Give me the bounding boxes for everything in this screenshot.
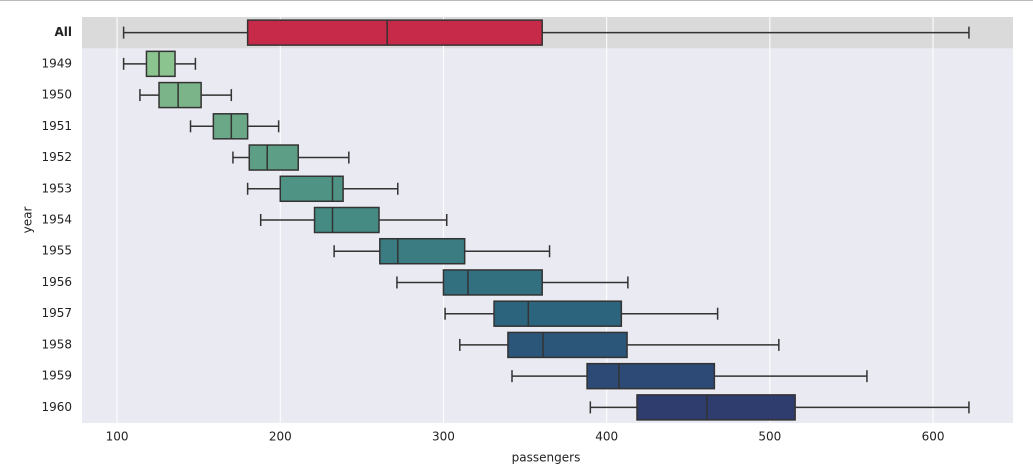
y-tick-label: 1951 bbox=[41, 119, 72, 133]
plot-background bbox=[82, 17, 1013, 423]
box bbox=[212, 113, 249, 140]
x-tick-label: 400 bbox=[595, 430, 618, 444]
box bbox=[145, 50, 176, 78]
y-tick-label: 1958 bbox=[41, 337, 72, 351]
box bbox=[636, 394, 796, 421]
y-tick-label: 1954 bbox=[41, 213, 72, 227]
box bbox=[248, 144, 299, 171]
box bbox=[279, 175, 344, 203]
y-tick-label: 1949 bbox=[41, 56, 72, 70]
y-tick-label: 1950 bbox=[41, 88, 72, 102]
x-tick-label: 300 bbox=[432, 430, 455, 444]
y-axis-label: year bbox=[21, 207, 35, 234]
y-tick-label: 1956 bbox=[41, 275, 72, 289]
x-tick-label: 500 bbox=[758, 430, 781, 444]
x-axis-label: passengers bbox=[512, 451, 581, 465]
box bbox=[246, 19, 543, 46]
y-tick-label: 1955 bbox=[41, 244, 72, 258]
y-tick-label: 1957 bbox=[41, 306, 72, 320]
y-tick-label: 1959 bbox=[41, 369, 72, 383]
box bbox=[379, 237, 466, 265]
x-tick-label: 600 bbox=[922, 430, 945, 444]
y-tick-label: All bbox=[54, 25, 72, 39]
box bbox=[493, 300, 623, 327]
y-tick-label: 1952 bbox=[41, 150, 72, 164]
x-tick-label: 100 bbox=[106, 430, 129, 444]
y-tick-label: 1953 bbox=[41, 181, 72, 195]
box bbox=[158, 81, 202, 109]
box bbox=[442, 269, 543, 296]
x-tick-label: 200 bbox=[269, 430, 292, 444]
y-tick-label: 1960 bbox=[41, 400, 72, 414]
box bbox=[313, 206, 380, 234]
box bbox=[586, 362, 716, 390]
box bbox=[507, 331, 628, 359]
